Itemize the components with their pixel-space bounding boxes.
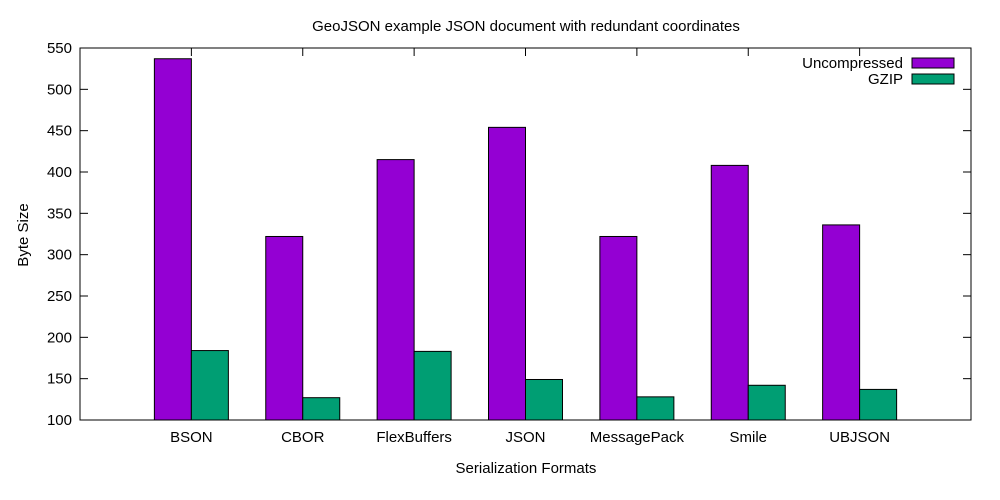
bar-uncompressed-smile [710, 164, 749, 421]
bar-uncompressed-ubjson [822, 224, 861, 421]
x-tick-label: JSON [505, 429, 545, 446]
bar-gzip-json [525, 378, 563, 421]
x-axis: BSON CBOR FlexBuffers JSON MessagePack Smile U… [170, 48, 890, 446]
y-tick-label: 100 [47, 412, 72, 429]
y-tick-label: 550 [47, 40, 72, 57]
bar-uncompressed-messagepack [599, 235, 638, 421]
x-axis-title: Serialization Formats [456, 460, 597, 477]
y-tick-label: 500 [47, 81, 72, 98]
y-tick-label: 150 [47, 371, 72, 388]
plot-frame [79, 47, 972, 421]
legend-label: Uncompressed [802, 55, 903, 72]
x-tick-label: BSON [170, 429, 213, 446]
x-tick-label: MessagePack [590, 429, 685, 446]
bar-gzip-ubjson [859, 388, 898, 421]
x-tick-label: UBJSON [829, 429, 890, 446]
y-axis-title: Byte Size [15, 203, 32, 266]
bar-uncompressed-json [488, 126, 526, 421]
x-tick-label: Smile [729, 429, 767, 446]
legend-label: GZIP [868, 71, 903, 88]
chart-title: GeoJSON example JSON document with redun… [312, 18, 740, 35]
y-tick-label: 250 [47, 288, 72, 305]
x-tick-label: CBOR [281, 429, 325, 446]
y-tick-label: 300 [47, 247, 72, 264]
x-tick-label: FlexBuffers [376, 429, 452, 446]
bar-gzip-cbor [302, 397, 341, 421]
bar-uncompressed-bson [153, 58, 192, 421]
bar-gzip-messagepack [636, 396, 675, 421]
y-axis: 100 150 200 250 300 350 400 450 500 550 [47, 40, 971, 429]
legend-swatch [911, 57, 955, 69]
bar-uncompressed-cbor [265, 235, 304, 421]
legend-swatch [911, 73, 955, 85]
y-tick-label: 200 [47, 329, 72, 346]
y-tick-label: 450 [47, 123, 72, 140]
bar-gzip-flexbuffers [413, 350, 452, 421]
bar-uncompressed-flexbuffers [376, 159, 415, 421]
bars-layer [153, 58, 898, 421]
bar-gzip-bson [190, 350, 229, 421]
bar-gzip-smile [747, 384, 786, 421]
y-tick-label: 350 [47, 205, 72, 222]
y-tick-label: 400 [47, 164, 72, 181]
